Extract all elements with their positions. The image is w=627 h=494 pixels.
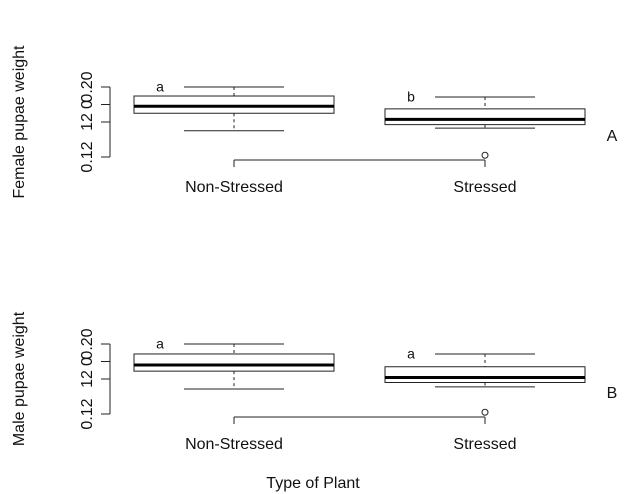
x-tick-label: Non-Stressed [185,436,283,453]
y-tick-label: 12 [79,113,96,131]
box [133,353,335,372]
y-tick-label: 0.12 [79,398,96,429]
y-tick-label: 0.12 [79,141,96,172]
annotation: b [407,89,415,105]
y-axis-title: Male pupae weight [11,311,28,446]
x-axis-title: Type of Plant [266,475,360,492]
outlier [481,408,489,416]
y-tick-label: 0 [79,100,96,109]
x-tick-label: Non-Stressed [185,179,283,196]
y-tick-label: 0.20 [79,328,96,359]
y-tick-label: 0.20 [79,71,96,102]
annotation: a [156,79,164,95]
y-tick-label: 0 [79,357,96,366]
x-tick-label: Stressed [453,436,516,453]
x-tick-label: Stressed [453,179,516,196]
outlier [481,151,489,159]
panel-label: A [607,128,618,145]
annotation: a [407,346,415,362]
y-axis-title: Female pupae weight [11,45,28,199]
panel-label: B [607,385,618,402]
box [384,108,586,126]
y-tick-label: 12 [79,370,96,388]
annotation: a [156,336,164,352]
box [133,95,335,114]
box [384,366,586,383]
